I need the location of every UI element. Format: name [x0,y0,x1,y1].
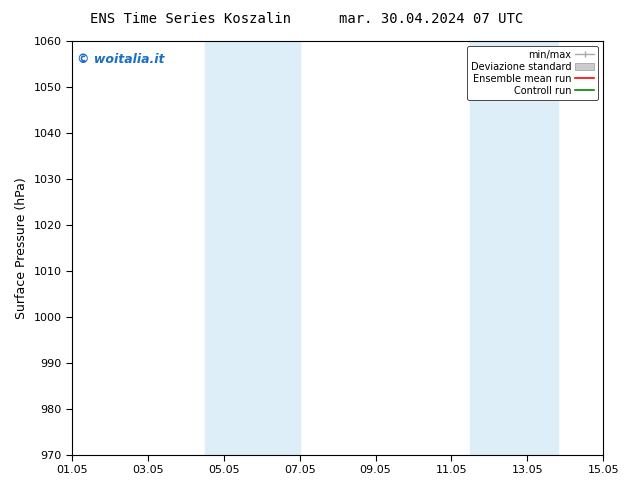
Bar [205,41,300,455]
Text: © woitalia.it: © woitalia.it [77,53,165,67]
Legend: min/max, Deviazione standard, Ensemble mean run, Controll run: min/max, Deviazione standard, Ensemble m… [467,46,598,99]
Bar [470,41,558,455]
Text: ENS Time Series Koszalin: ENS Time Series Koszalin [89,12,291,26]
Text: mar. 30.04.2024 07 UTC: mar. 30.04.2024 07 UTC [339,12,523,26]
Y-axis label: Surface Pressure (hPa): Surface Pressure (hPa) [15,177,28,318]
